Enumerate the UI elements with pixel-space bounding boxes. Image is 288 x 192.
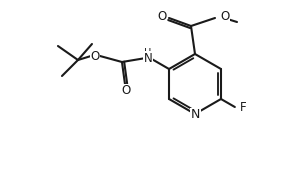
Text: O: O: [121, 84, 130, 98]
Text: O: O: [157, 11, 167, 23]
Text: N: N: [144, 51, 152, 65]
Text: N: N: [191, 108, 200, 122]
Text: O: O: [90, 50, 100, 63]
Text: H: H: [144, 48, 152, 58]
Text: F: F: [240, 100, 247, 113]
Text: O: O: [220, 11, 229, 23]
